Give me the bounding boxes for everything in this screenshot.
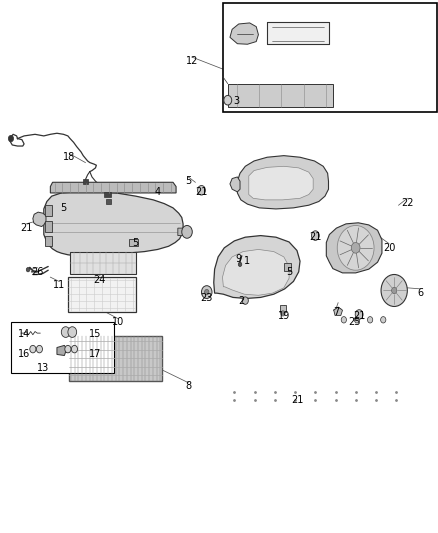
Circle shape [71, 345, 78, 353]
Circle shape [65, 345, 71, 353]
Polygon shape [267, 22, 328, 44]
Circle shape [381, 317, 386, 323]
Polygon shape [237, 156, 328, 209]
Polygon shape [284, 263, 291, 271]
Circle shape [367, 317, 373, 323]
Circle shape [8, 135, 14, 142]
Circle shape [224, 95, 232, 105]
Polygon shape [280, 305, 286, 312]
Text: 21: 21 [309, 232, 321, 242]
Circle shape [205, 289, 209, 295]
Text: 7: 7 [333, 307, 339, 317]
Bar [11, 322, 114, 373]
Circle shape [238, 262, 242, 266]
Circle shape [242, 297, 248, 304]
Polygon shape [326, 223, 382, 273]
Text: 22: 22 [401, 198, 413, 207]
Text: 2: 2 [239, 296, 245, 306]
Text: 23: 23 [201, 294, 213, 303]
Polygon shape [45, 205, 52, 216]
Circle shape [201, 286, 212, 298]
Polygon shape [69, 336, 162, 381]
Text: 25: 25 [349, 318, 361, 327]
Polygon shape [44, 192, 183, 256]
Text: 5: 5 [133, 238, 139, 247]
Circle shape [392, 287, 397, 294]
Text: 17: 17 [89, 350, 102, 359]
Circle shape [198, 185, 205, 195]
Circle shape [354, 317, 360, 323]
Polygon shape [223, 249, 289, 295]
Text: 21: 21 [353, 311, 365, 320]
Text: 16: 16 [18, 350, 30, 359]
Text: 14: 14 [18, 329, 30, 339]
Text: 8: 8 [185, 382, 191, 391]
Polygon shape [228, 84, 333, 107]
Circle shape [311, 231, 319, 240]
Text: 21: 21 [292, 395, 304, 405]
Polygon shape [70, 252, 136, 274]
Circle shape [351, 243, 360, 253]
Text: 20: 20 [383, 243, 395, 253]
Polygon shape [178, 228, 186, 236]
Polygon shape [214, 236, 300, 298]
Text: 6: 6 [417, 288, 424, 298]
Text: 5: 5 [286, 267, 292, 277]
Text: 11: 11 [53, 280, 65, 290]
Polygon shape [45, 236, 52, 246]
Text: 4: 4 [155, 187, 161, 197]
Polygon shape [334, 307, 343, 316]
Text: 19: 19 [278, 311, 290, 320]
Bar [223, 3, 437, 112]
Polygon shape [45, 221, 52, 232]
Text: 13: 13 [37, 363, 49, 373]
Bar [106, 199, 111, 204]
Text: 21: 21 [195, 187, 208, 197]
Circle shape [30, 345, 36, 353]
Circle shape [36, 345, 42, 353]
Polygon shape [33, 212, 46, 227]
Text: 10: 10 [112, 318, 124, 327]
Circle shape [341, 317, 346, 323]
Polygon shape [249, 166, 313, 200]
Text: 12: 12 [186, 56, 198, 66]
Polygon shape [57, 345, 67, 356]
Polygon shape [230, 23, 258, 44]
Text: 9: 9 [236, 254, 242, 263]
Circle shape [381, 274, 407, 306]
Bar [104, 192, 111, 197]
Polygon shape [50, 182, 176, 193]
Polygon shape [68, 277, 136, 312]
Bar [83, 179, 88, 184]
Circle shape [337, 225, 374, 270]
Text: 5: 5 [185, 176, 191, 186]
Circle shape [26, 268, 30, 272]
Text: 15: 15 [89, 329, 102, 339]
Text: 5: 5 [60, 203, 67, 213]
Polygon shape [230, 177, 240, 192]
Circle shape [68, 327, 77, 337]
Circle shape [355, 310, 363, 319]
Text: 24: 24 [94, 275, 106, 285]
Text: 26: 26 [31, 267, 43, 277]
Text: 18: 18 [63, 152, 75, 162]
Text: 1: 1 [244, 256, 251, 266]
Text: 21: 21 [20, 223, 32, 233]
Circle shape [61, 327, 70, 337]
Polygon shape [129, 239, 138, 246]
Text: 3: 3 [233, 96, 240, 106]
Circle shape [281, 311, 285, 316]
Circle shape [182, 225, 192, 238]
